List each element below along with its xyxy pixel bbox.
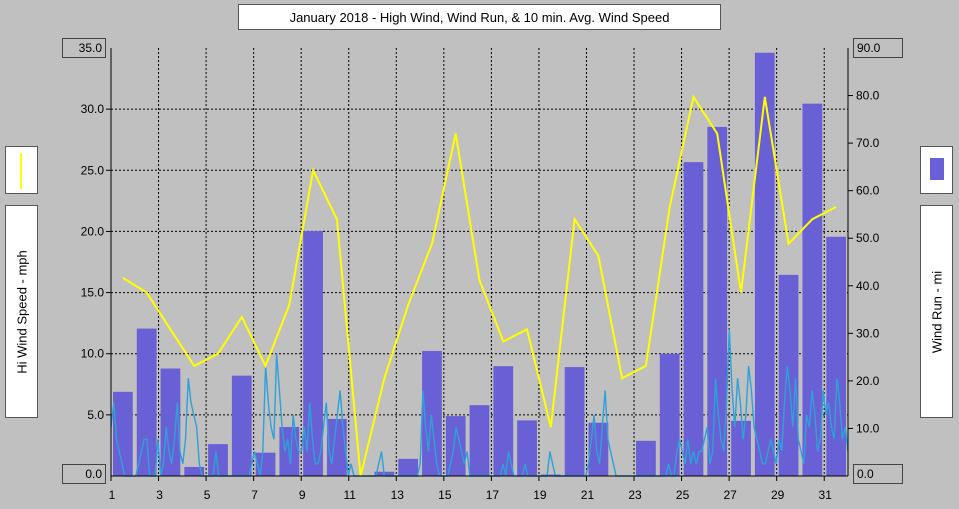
right-axis-min-box: 0.0 bbox=[853, 464, 903, 484]
right-tick-label: 20.0 bbox=[856, 374, 880, 388]
wind-run-bar bbox=[136, 328, 157, 476]
x-tick-label: 9 bbox=[299, 488, 306, 502]
left-tick-label: 20.0 bbox=[81, 224, 105, 238]
right-axis-min-label: 0.0 bbox=[857, 467, 874, 481]
wind-run-bar bbox=[659, 353, 680, 476]
x-tick-label: 17 bbox=[486, 488, 500, 502]
right-tick-label: 80.0 bbox=[856, 89, 880, 103]
hi-wind-legend-swatch bbox=[20, 153, 22, 189]
right-tick-label: 60.0 bbox=[856, 184, 880, 198]
right-tick-label: 70.0 bbox=[856, 136, 880, 150]
wind-run-bar bbox=[588, 422, 609, 476]
x-tick-label: 19 bbox=[533, 488, 547, 502]
x-tick-label: 13 bbox=[391, 488, 405, 502]
right-axis-max-label: 90.0 bbox=[857, 41, 881, 55]
wind-run-bar bbox=[493, 366, 514, 476]
x-tick-label: 29 bbox=[771, 488, 785, 502]
chart-title-box: January 2018 - High Wind, Wind Run, & 10… bbox=[238, 4, 721, 30]
x-tick-label: 21 bbox=[581, 488, 595, 502]
left-tick-label: 30.0 bbox=[81, 102, 105, 116]
x-tick-label: 15 bbox=[438, 488, 452, 502]
wind-run-bar bbox=[303, 231, 323, 476]
x-tick-label: 5 bbox=[204, 488, 211, 502]
x-tick-label: 27 bbox=[723, 488, 737, 502]
wind-run-bar bbox=[208, 444, 228, 476]
wind-run-bar bbox=[469, 405, 490, 476]
left-legend-line-box bbox=[5, 146, 38, 194]
left-axis-min-label: 0.0 bbox=[85, 467, 102, 481]
x-tick-label: 25 bbox=[676, 488, 690, 502]
wind-run-bar bbox=[564, 367, 585, 476]
right-legend-bar-box bbox=[920, 146, 953, 194]
wind-run-bar bbox=[540, 474, 561, 476]
right-tick-label: 40.0 bbox=[856, 279, 880, 293]
x-tick-label: 1 bbox=[109, 488, 116, 502]
right-axis-max-box: 90.0 bbox=[853, 38, 903, 58]
x-tick-label: 7 bbox=[251, 488, 258, 502]
wind-run-bar bbox=[683, 162, 704, 476]
wind-run-bar bbox=[731, 420, 751, 476]
right-tick-label: 50.0 bbox=[856, 231, 880, 245]
left-axis-max-label: 35.0 bbox=[78, 41, 102, 55]
wind-run-bar bbox=[754, 52, 775, 476]
right-axis-title-box: Wind Run - mi bbox=[920, 205, 953, 418]
chart-title: January 2018 - High Wind, Wind Run, & 10… bbox=[289, 9, 670, 25]
wind-run-bar bbox=[113, 391, 133, 476]
left-axis-min-box: 0.0 bbox=[62, 464, 106, 484]
right-tick-label: 30.0 bbox=[856, 326, 880, 340]
left-tick-label: 25.0 bbox=[81, 163, 105, 177]
hi-wind-line bbox=[122, 94, 837, 477]
wind-run-bar bbox=[802, 103, 823, 476]
x-tick-label: 23 bbox=[628, 488, 642, 502]
left-tick-label: 15.0 bbox=[81, 286, 105, 300]
wind-run-legend-swatch bbox=[930, 158, 944, 180]
x-tick-label: 3 bbox=[156, 488, 163, 502]
wind-run-bar bbox=[160, 368, 181, 476]
wind-run-bar bbox=[398, 458, 419, 476]
wind-run-bar bbox=[326, 418, 347, 476]
x-tick-label: 11 bbox=[344, 488, 357, 502]
left-tick-label: 10.0 bbox=[81, 347, 105, 361]
wind-run-bar bbox=[826, 236, 846, 476]
x-tick-label: 31 bbox=[819, 488, 833, 502]
left-axis-max-box: 35.0 bbox=[62, 38, 106, 58]
wind-run-bar bbox=[445, 416, 466, 476]
left-tick-label: 5.0 bbox=[87, 408, 104, 422]
right-tick-label: 10.0 bbox=[856, 421, 880, 435]
left-axis-title-box: Hi Wind Speed - mph bbox=[5, 205, 38, 418]
wind-run-bar bbox=[707, 126, 728, 476]
wind-run-bar bbox=[231, 375, 252, 476]
wind-run-bar bbox=[517, 420, 537, 476]
wind-run-bar bbox=[636, 440, 656, 476]
wind-run-bar bbox=[184, 466, 205, 476]
